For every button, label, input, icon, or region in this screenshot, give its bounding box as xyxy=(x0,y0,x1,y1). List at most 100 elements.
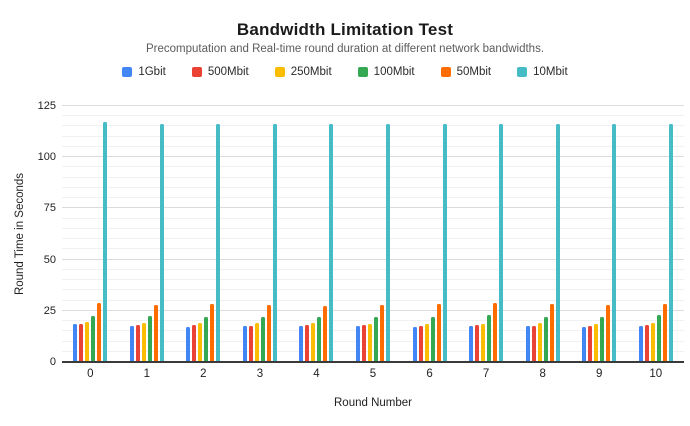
major-gridline xyxy=(62,207,684,209)
x-tick-label: 0 xyxy=(87,368,94,380)
legend-swatch-icon xyxy=(517,67,528,77)
bar-1gbit-round-1 xyxy=(129,326,134,362)
minor-gridline xyxy=(62,330,684,332)
x-axis-title: Round Number xyxy=(334,397,412,409)
bar-10mbit-round-7 xyxy=(499,124,504,362)
minor-gridline xyxy=(62,299,684,301)
legend-item-50mbit: 50Mbit xyxy=(440,66,491,78)
bar-250mbit-round-0 xyxy=(85,322,90,362)
bar-250mbit-round-8 xyxy=(537,323,542,362)
bar-100mbit-round-5 xyxy=(374,316,378,362)
y-tick-label: 25 xyxy=(43,304,56,317)
legend-swatch-icon xyxy=(440,67,451,77)
bar-500mbit-round-8 xyxy=(531,326,536,362)
x-tick-label: 8 xyxy=(539,368,546,380)
bar-50mbit-round-2 xyxy=(210,303,215,362)
legend-item-100mbit: 100Mbit xyxy=(357,66,415,78)
legend-item-1gbit: 1Gbit xyxy=(122,66,166,78)
bar-10mbit-round-6 xyxy=(442,124,447,362)
minor-gridline xyxy=(62,320,684,322)
bar-100mbit-round-4 xyxy=(317,316,322,362)
bar-500mbit-round-7 xyxy=(475,325,480,362)
y-tick-label: 50 xyxy=(43,253,56,266)
bar-group-round-6 xyxy=(401,106,458,362)
bar-100mbit-round-9 xyxy=(600,316,605,362)
bar-1gbit-round-3 xyxy=(242,326,247,362)
x-tick-label: 2 xyxy=(200,368,207,380)
major-gridline xyxy=(62,309,684,311)
bar-1gbit-round-8 xyxy=(525,326,530,362)
bar-500mbit-round-5 xyxy=(362,325,366,362)
bar-250mbit-round-6 xyxy=(424,324,429,362)
x-tick-label: 10 xyxy=(649,368,663,380)
bar-500mbit-round-3 xyxy=(248,326,253,362)
legend-swatch-icon xyxy=(274,67,285,77)
bar-10mbit-round-1 xyxy=(159,124,164,362)
bar-50mbit-round-9 xyxy=(606,304,611,362)
x-tick-label: 3 xyxy=(256,368,264,380)
bar-500mbit-round-10 xyxy=(644,325,649,362)
bar-1gbit-round-5 xyxy=(356,326,360,362)
bar-1gbit-round-2 xyxy=(186,327,191,362)
bar-50mbit-round-4 xyxy=(323,305,328,362)
x-axis-tick-labels: 0 1 2 3 4 5 6 7 8 9 10 xyxy=(62,368,684,380)
bar-group-round-9 xyxy=(571,106,628,362)
bar-500mbit-round-9 xyxy=(588,326,593,362)
bar-250mbit-round-1 xyxy=(141,323,146,362)
bar-100mbit-round-0 xyxy=(91,315,96,362)
bar-250mbit-round-3 xyxy=(254,323,259,362)
minor-gridline xyxy=(62,289,684,291)
bar-250mbit-round-2 xyxy=(198,323,203,362)
x-tick-label: 4 xyxy=(313,368,320,380)
bar-group-round-10 xyxy=(627,106,684,362)
bar-50mbit-round-6 xyxy=(436,303,441,362)
y-axis-tick-labels: 0 25 50 75 100 125 xyxy=(0,100,56,368)
bar-1gbit-round-10 xyxy=(638,326,643,362)
bar-250mbit-round-9 xyxy=(594,324,599,362)
bar-10mbit-round-5 xyxy=(386,124,390,362)
legend-label: 500Mbit xyxy=(207,66,249,78)
bar-250mbit-round-10 xyxy=(650,323,655,362)
bar-50mbit-round-8 xyxy=(549,303,554,362)
major-gridline xyxy=(62,156,684,158)
x-tick-label: 1 xyxy=(143,368,151,380)
bar-1gbit-round-6 xyxy=(412,327,417,362)
y-tick-label: 100 xyxy=(37,151,56,164)
y-tick-label: 0 xyxy=(49,356,56,368)
minor-gridline xyxy=(62,197,684,199)
bar-100mbit-round-6 xyxy=(430,316,435,362)
bar-100mbit-round-3 xyxy=(260,316,265,362)
major-gridline xyxy=(62,105,684,106)
bar-1gbit-round-4 xyxy=(299,326,304,362)
bar-50mbit-round-0 xyxy=(97,302,102,362)
minor-gridline xyxy=(62,166,684,168)
minor-gridline xyxy=(62,115,684,117)
bar-group-round-0 xyxy=(62,106,119,362)
bar-100mbit-round-2 xyxy=(204,316,209,362)
bar-50mbit-round-10 xyxy=(662,303,667,362)
legend-item-250mbit: 250Mbit xyxy=(274,66,332,78)
bar-1gbit-round-9 xyxy=(582,327,587,362)
bar-series xyxy=(62,106,684,362)
y-tick-label: 75 xyxy=(43,202,56,215)
bar-group-round-4 xyxy=(288,106,345,362)
bar-250mbit-round-4 xyxy=(311,323,316,362)
bar-group-round-3 xyxy=(232,106,289,362)
bar-10mbit-round-10 xyxy=(668,124,673,362)
bar-100mbit-round-8 xyxy=(543,316,548,362)
bar-group-round-2 xyxy=(175,106,232,362)
y-tick-label: 125 xyxy=(37,100,56,112)
bar-1gbit-round-7 xyxy=(469,326,474,362)
minor-gridline xyxy=(62,217,684,219)
bar-250mbit-round-5 xyxy=(368,324,372,362)
legend-label: 250Mbit xyxy=(290,66,332,78)
bar-500mbit-round-2 xyxy=(192,325,197,362)
bar-group-round-7 xyxy=(458,106,515,362)
minor-gridline xyxy=(62,145,684,147)
bar-250mbit-round-7 xyxy=(481,324,486,362)
bar-10mbit-round-3 xyxy=(272,124,277,362)
bar-group-round-1 xyxy=(119,106,176,362)
bar-1gbit-round-0 xyxy=(73,324,78,362)
legend-swatch-icon xyxy=(122,67,133,77)
bar-500mbit-round-0 xyxy=(79,324,84,362)
